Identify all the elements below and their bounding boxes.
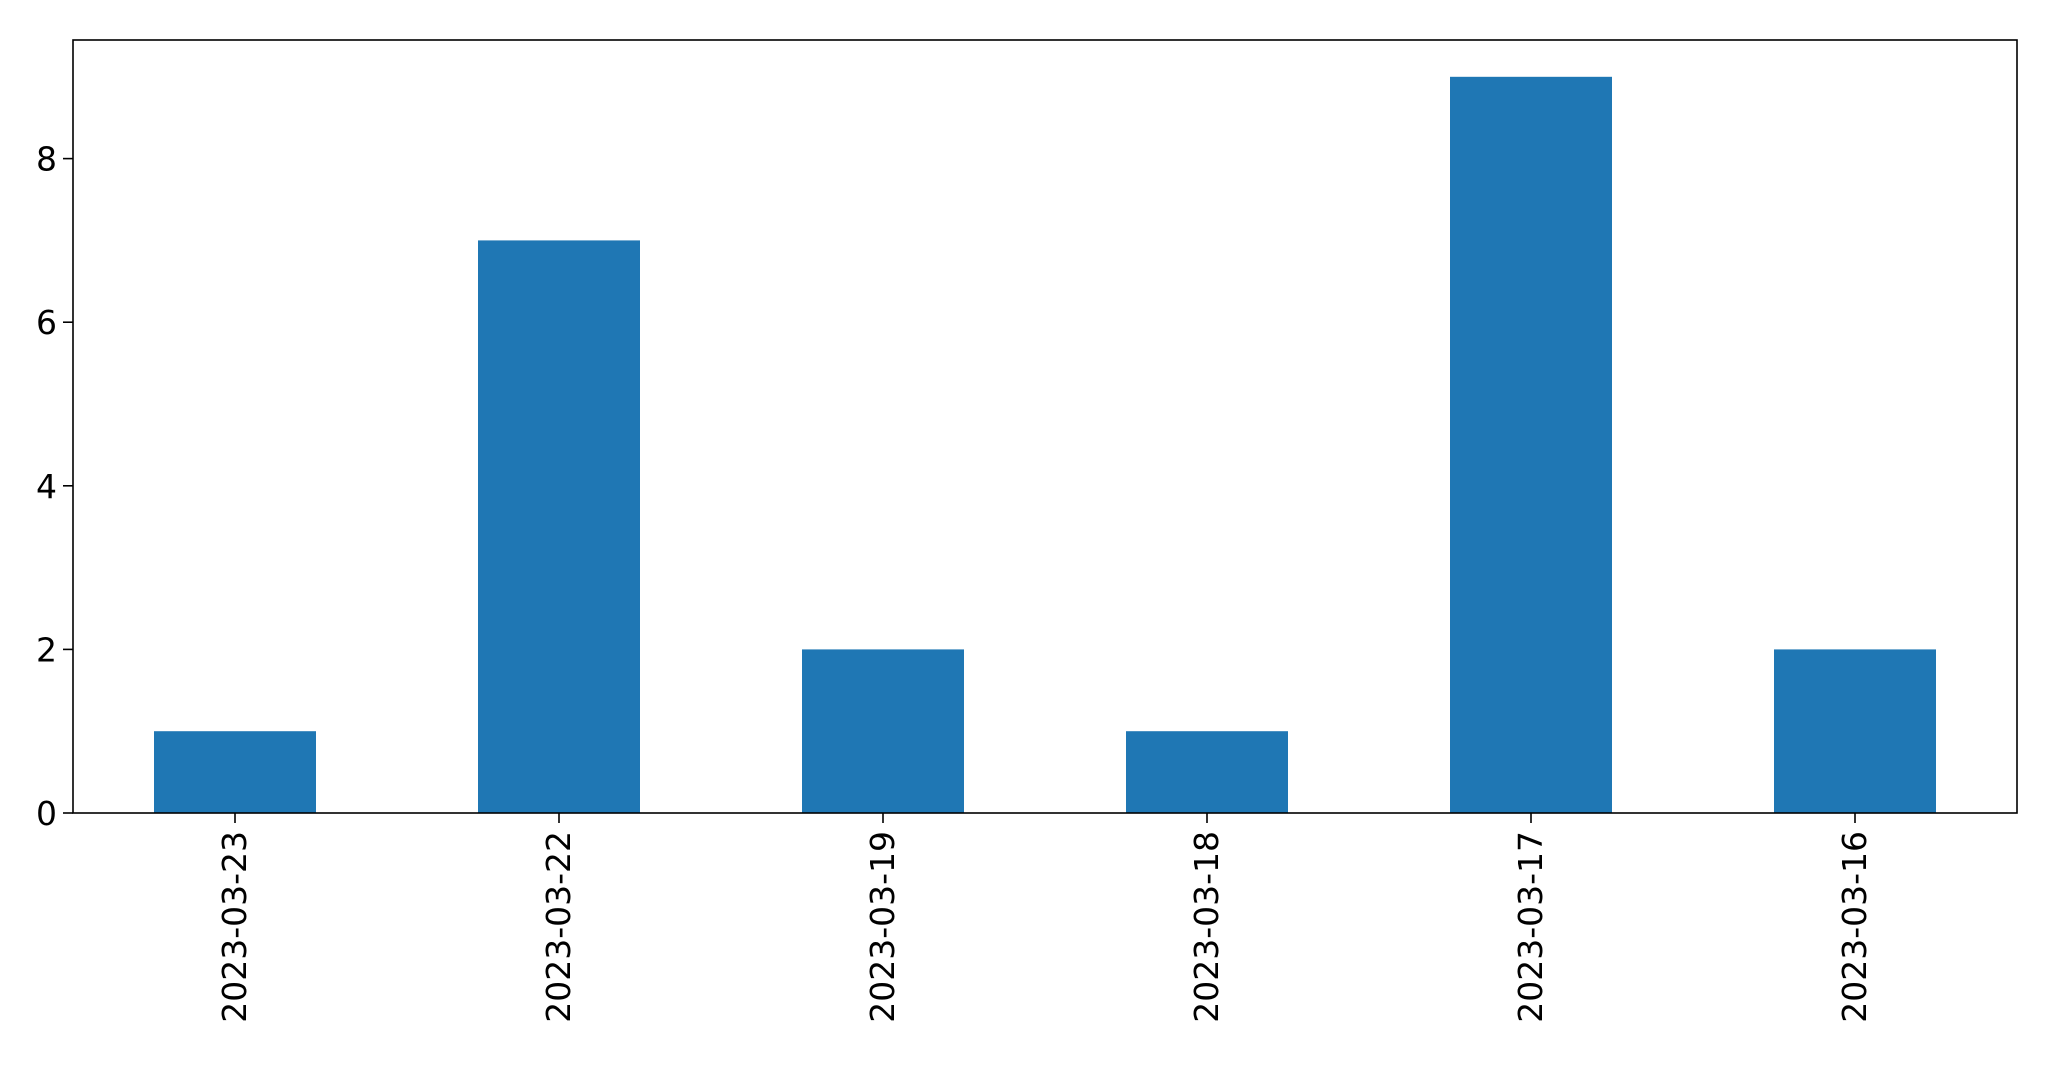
x-tick-label-2023-03-23: 2023-03-23 (215, 831, 254, 1023)
y-tick-label-2: 2 (36, 630, 57, 669)
plot-frame (72, 39, 2018, 814)
x-axis: 2023-03-23 2023-03-22 2023-03-19 2023-03-18… (215, 813, 1874, 1023)
bar-2023-03-22 (478, 240, 640, 813)
bar-2023-03-19 (802, 649, 964, 813)
y-tick-label-4: 4 (36, 467, 57, 506)
bar-2023-03-17 (1450, 76, 1612, 814)
bar-2023-03-16 (1774, 649, 1936, 813)
x-tick-label-2023-03-16: 2023-03-16 (1835, 831, 1874, 1023)
y-tick-label-8: 8 (36, 140, 57, 179)
x-tick-label-2023-03-17: 2023-03-17 (1511, 831, 1550, 1023)
x-tick-label-2023-03-19: 2023-03-19 (863, 831, 902, 1023)
x-tick-label-2023-03-22: 2023-03-22 (539, 831, 578, 1023)
bar-2023-03-23 (154, 731, 316, 813)
y-tick-label-0: 0 (36, 794, 57, 833)
y-tick-label-6: 6 (36, 303, 57, 342)
x-tick-label-2023-03-18: 2023-03-18 (1187, 831, 1226, 1023)
bar-2023-03-18 (1126, 731, 1288, 813)
bars-layer (154, 76, 1936, 814)
y-axis: 0 2 4 6 8 (36, 140, 73, 833)
